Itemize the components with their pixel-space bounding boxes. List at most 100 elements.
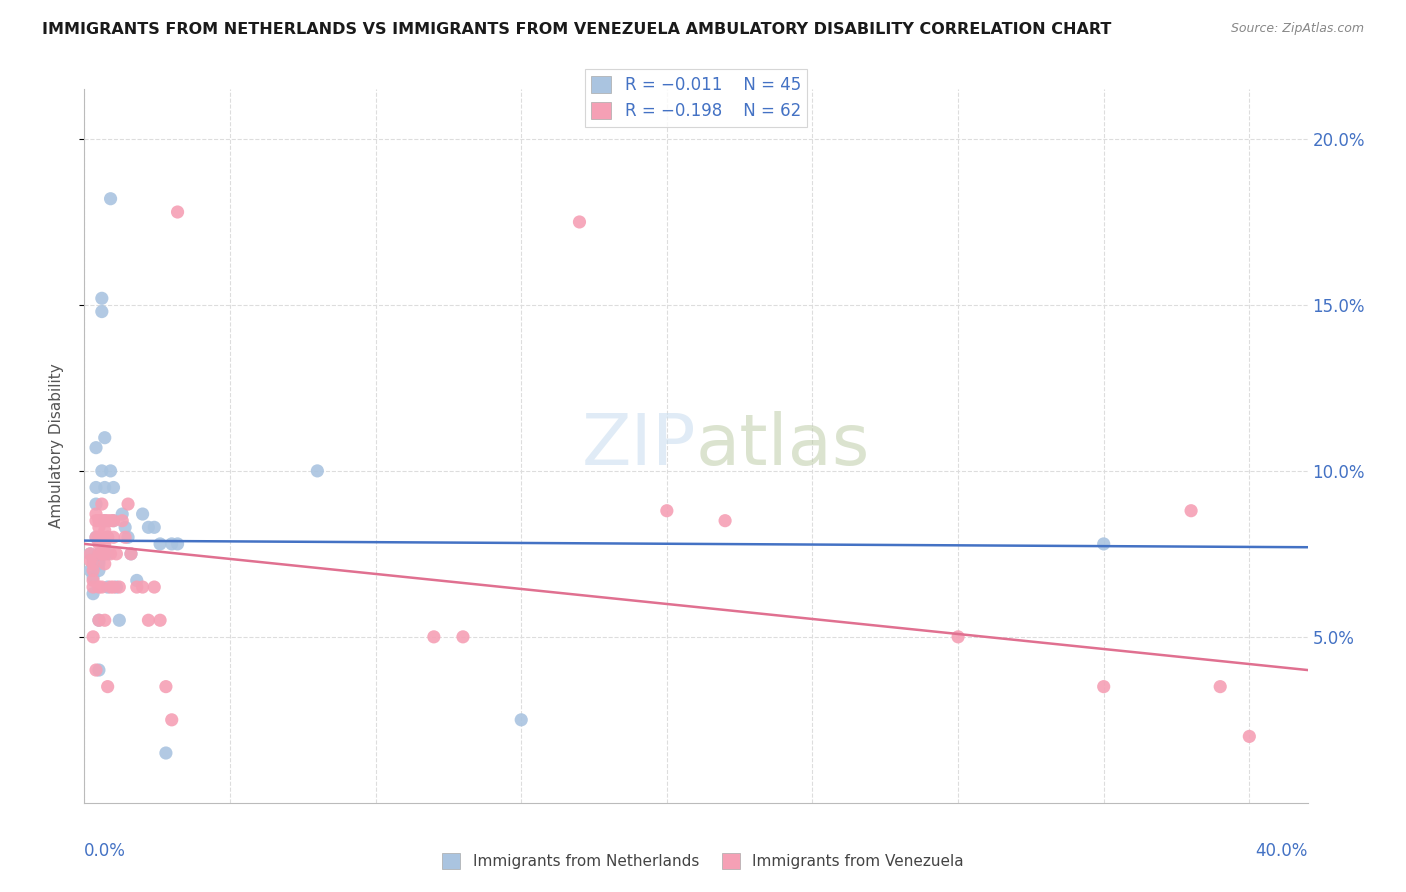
Point <box>120 547 142 561</box>
Point <box>90 547 112 561</box>
Point <box>103 530 125 544</box>
Point <box>84 663 107 677</box>
Point <box>82 553 104 567</box>
Point <box>166 205 188 219</box>
Point <box>87 553 110 567</box>
Point <box>160 537 183 551</box>
Point <box>93 431 115 445</box>
Point <box>946 630 969 644</box>
Point <box>138 613 160 627</box>
Point <box>87 547 110 561</box>
Point <box>160 713 183 727</box>
Point <box>82 564 104 578</box>
Point <box>90 291 112 305</box>
Point <box>97 547 120 561</box>
Point <box>131 507 153 521</box>
Point <box>1209 680 1232 694</box>
Point <box>90 514 112 528</box>
Point <box>451 630 474 644</box>
Point <box>97 514 120 528</box>
Point <box>82 587 104 601</box>
Point <box>87 557 110 571</box>
Point <box>90 497 112 511</box>
Point <box>117 497 139 511</box>
Point <box>90 304 112 318</box>
Point <box>87 613 110 627</box>
Point <box>97 580 120 594</box>
Point <box>103 580 125 594</box>
Point <box>100 464 122 478</box>
Point <box>82 580 104 594</box>
Text: IMMIGRANTS FROM NETHERLANDS VS IMMIGRANTS FROM VENEZUELA AMBULATORY DISABILITY C: IMMIGRANTS FROM NETHERLANDS VS IMMIGRANT… <box>42 22 1112 37</box>
Point <box>100 580 122 594</box>
Text: ZIP: ZIP <box>582 411 696 481</box>
Point <box>90 530 112 544</box>
Point <box>87 530 110 544</box>
Point <box>655 504 678 518</box>
Point <box>93 613 115 627</box>
Point <box>714 514 737 528</box>
Point <box>103 514 125 528</box>
Point <box>87 613 110 627</box>
Point <box>111 507 134 521</box>
Point <box>84 497 107 511</box>
Point <box>423 630 446 644</box>
Point <box>93 481 115 495</box>
Point <box>93 524 115 538</box>
Point <box>93 547 115 561</box>
Point <box>111 514 134 528</box>
Point <box>93 557 115 571</box>
Point <box>84 530 107 544</box>
Point <box>131 580 153 594</box>
Point <box>93 514 115 528</box>
Point <box>149 537 172 551</box>
Point <box>125 574 148 588</box>
Y-axis label: Ambulatory Disability: Ambulatory Disability <box>49 364 63 528</box>
Point <box>87 564 110 578</box>
Point <box>103 481 125 495</box>
Point <box>100 192 122 206</box>
Point <box>120 547 142 561</box>
Text: Source: ZipAtlas.com: Source: ZipAtlas.com <box>1230 22 1364 36</box>
Point <box>87 663 110 677</box>
Point <box>155 746 177 760</box>
Point <box>82 574 104 588</box>
Point <box>1092 537 1115 551</box>
Point <box>79 547 101 561</box>
Legend: R = −0.011    N = 45, R = −0.198    N = 62: R = −0.011 N = 45, R = −0.198 N = 62 <box>585 69 807 127</box>
Point <box>1180 504 1202 518</box>
Point <box>108 613 131 627</box>
Text: 40.0%: 40.0% <box>1256 842 1308 860</box>
Point <box>307 464 329 478</box>
Point <box>87 520 110 534</box>
Point <box>97 680 120 694</box>
Point <box>84 514 107 528</box>
Point <box>114 520 136 534</box>
Point <box>108 580 131 594</box>
Point <box>117 530 139 544</box>
Point <box>93 514 115 528</box>
Point <box>166 537 188 551</box>
Point <box>1092 680 1115 694</box>
Point <box>125 580 148 594</box>
Point <box>510 713 533 727</box>
Point <box>138 520 160 534</box>
Point <box>84 441 107 455</box>
Point <box>90 464 112 478</box>
Point <box>84 481 107 495</box>
Point <box>79 547 101 561</box>
Text: atlas: atlas <box>696 411 870 481</box>
Point <box>93 537 115 551</box>
Point <box>97 530 120 544</box>
Point <box>82 570 104 584</box>
Point <box>82 630 104 644</box>
Point <box>143 580 166 594</box>
Point <box>1239 730 1261 744</box>
Point <box>87 547 110 561</box>
Point <box>79 564 101 578</box>
Point <box>82 557 104 571</box>
Point <box>105 547 128 561</box>
Point <box>87 580 110 594</box>
Point <box>114 530 136 544</box>
Point <box>105 580 128 594</box>
